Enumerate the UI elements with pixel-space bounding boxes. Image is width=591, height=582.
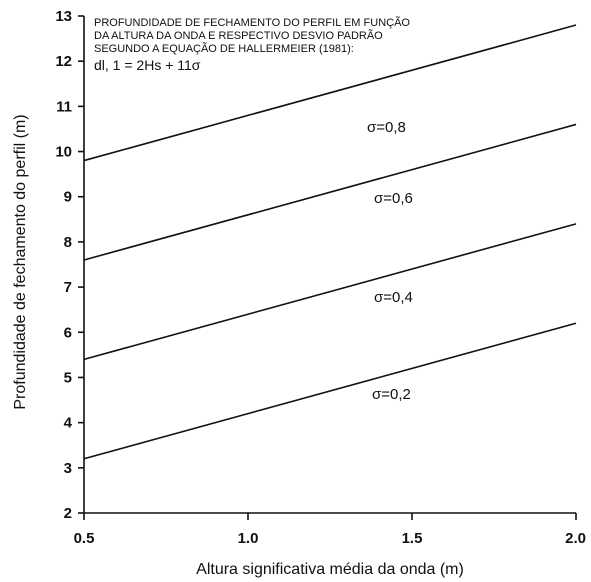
- series-label-sigma-0-6: σ=0,6: [374, 190, 413, 207]
- annotation-line-3: SEGUNDO A EQUAÇÃO DE HALLERMEIER (1981):: [94, 42, 354, 55]
- annotation-line-2: DA ALTURA DA ONDA E RESPECTIVO DESVIO PA…: [94, 29, 383, 42]
- series-lines: [83, 24, 577, 460]
- y-tick-label: 5: [64, 369, 72, 386]
- y-tick-label: 11: [56, 98, 72, 115]
- x-tick-label: 1.5: [402, 530, 423, 547]
- x-axis-title: Altura significativa média da onda (m): [196, 561, 464, 578]
- y-ticks: 2 3 4 5 6 7 8 9 10 11 12 13: [55, 8, 84, 522]
- y-tick-label: 12: [55, 53, 72, 70]
- y-tick-label: 8: [64, 234, 72, 251]
- axes: [83, 16, 576, 514]
- annotation-line-1: PROFUNDIDADE DE FECHAMENTO DO PERFIL EM …: [94, 16, 410, 29]
- series-line-0: [83, 24, 577, 162]
- annotation-equation: dl, 1 = 2Hs + 11σ: [94, 57, 201, 73]
- y-tick-label: 9: [64, 189, 72, 206]
- series-label-sigma-0-8: σ=0,8: [367, 119, 406, 136]
- series-label-sigma-0-2: σ=0,2: [372, 386, 411, 403]
- y-tick-label: 2: [64, 505, 72, 522]
- series-line-2: [83, 223, 577, 361]
- series-label-sigma-0-4: σ=0,4: [374, 289, 413, 306]
- x-tick-label: 2.0: [565, 530, 586, 547]
- y-tick-label: 6: [64, 324, 72, 341]
- y-tick-label: 7: [64, 279, 72, 296]
- y-tick-label: 10: [55, 144, 72, 161]
- y-tick-label: 13: [55, 8, 72, 25]
- y-axis-title: Profundidade de fechamento do perfil (m): [12, 114, 29, 409]
- y-tick-label: 4: [64, 415, 73, 432]
- x-tick-label: 1.0: [238, 530, 259, 547]
- x-tick-label: 0.5: [74, 530, 95, 547]
- series-labels: σ=0,8 σ=0,6 σ=0,4 σ=0,2: [367, 119, 413, 403]
- series-line-3: [83, 322, 577, 460]
- series-line-1: [83, 123, 577, 261]
- x-ticks: 0.5 1.0 1.5 2.0: [74, 513, 586, 547]
- annotation-block: PROFUNDIDADE DE FECHAMENTO DO PERFIL EM …: [94, 16, 410, 73]
- y-tick-label: 3: [64, 460, 72, 477]
